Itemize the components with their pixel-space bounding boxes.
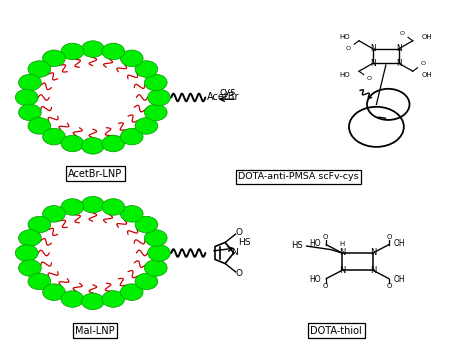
- Circle shape: [102, 199, 125, 215]
- Circle shape: [120, 50, 143, 67]
- Text: O: O: [323, 234, 328, 240]
- Text: HS: HS: [238, 238, 250, 247]
- Text: cys: cys: [219, 87, 235, 97]
- Text: HO: HO: [340, 72, 350, 78]
- Text: N: N: [370, 248, 376, 257]
- Circle shape: [18, 260, 41, 276]
- Circle shape: [135, 216, 158, 233]
- Circle shape: [61, 199, 84, 215]
- Circle shape: [120, 205, 143, 222]
- Circle shape: [102, 135, 125, 152]
- Text: N: N: [396, 44, 402, 53]
- Circle shape: [135, 118, 158, 134]
- Text: O: O: [386, 283, 392, 289]
- Text: OH: OH: [393, 276, 405, 285]
- Circle shape: [28, 61, 51, 77]
- Circle shape: [28, 216, 51, 233]
- Text: O: O: [346, 46, 351, 51]
- Text: O: O: [236, 269, 243, 278]
- Circle shape: [148, 245, 170, 261]
- Text: OH: OH: [421, 72, 432, 78]
- Circle shape: [135, 61, 158, 77]
- Circle shape: [43, 50, 65, 67]
- Text: HO: HO: [340, 34, 350, 40]
- Text: O: O: [236, 228, 243, 237]
- Circle shape: [18, 230, 41, 246]
- Text: N: N: [339, 266, 346, 275]
- Text: DOTA-thiol: DOTA-thiol: [310, 326, 362, 336]
- Text: Mal-LNP: Mal-LNP: [75, 326, 115, 336]
- Circle shape: [145, 230, 167, 246]
- Circle shape: [82, 293, 104, 310]
- Circle shape: [43, 284, 65, 301]
- Circle shape: [82, 196, 104, 213]
- Text: O: O: [367, 76, 372, 81]
- Circle shape: [15, 245, 38, 261]
- Circle shape: [102, 43, 125, 60]
- Circle shape: [18, 104, 41, 121]
- Text: AcetBr-LNP: AcetBr-LNP: [68, 169, 122, 178]
- Circle shape: [120, 128, 143, 145]
- Text: N: N: [370, 59, 376, 68]
- Text: O: O: [386, 234, 392, 240]
- Circle shape: [61, 43, 84, 60]
- Text: OH: OH: [421, 34, 432, 40]
- Text: DOTA-anti-PMSA scFv-cys: DOTA-anti-PMSA scFv-cys: [238, 172, 359, 181]
- Text: OH: OH: [393, 239, 405, 248]
- Text: N: N: [339, 248, 346, 257]
- Circle shape: [15, 89, 38, 106]
- Circle shape: [61, 135, 84, 152]
- Text: HO: HO: [309, 239, 320, 248]
- Text: AcetBr: AcetBr: [207, 92, 240, 102]
- Text: N: N: [231, 248, 238, 257]
- Text: O: O: [323, 283, 328, 289]
- Text: HO: HO: [309, 276, 320, 285]
- Circle shape: [28, 273, 51, 290]
- Circle shape: [145, 74, 167, 91]
- Text: O: O: [420, 61, 426, 66]
- Circle shape: [82, 41, 104, 57]
- Text: HS: HS: [292, 241, 303, 250]
- Circle shape: [145, 260, 167, 276]
- Circle shape: [120, 284, 143, 301]
- Circle shape: [18, 74, 41, 91]
- Text: H: H: [339, 242, 344, 247]
- Circle shape: [43, 205, 65, 222]
- Text: N: N: [370, 44, 376, 53]
- Circle shape: [148, 89, 170, 106]
- Circle shape: [145, 104, 167, 121]
- Circle shape: [43, 128, 65, 145]
- Circle shape: [102, 291, 125, 307]
- Text: N: N: [396, 59, 402, 68]
- Circle shape: [61, 291, 84, 307]
- Circle shape: [135, 273, 158, 290]
- Text: N: N: [370, 266, 376, 275]
- Text: O: O: [400, 31, 405, 36]
- Circle shape: [82, 137, 104, 154]
- Circle shape: [28, 118, 51, 134]
